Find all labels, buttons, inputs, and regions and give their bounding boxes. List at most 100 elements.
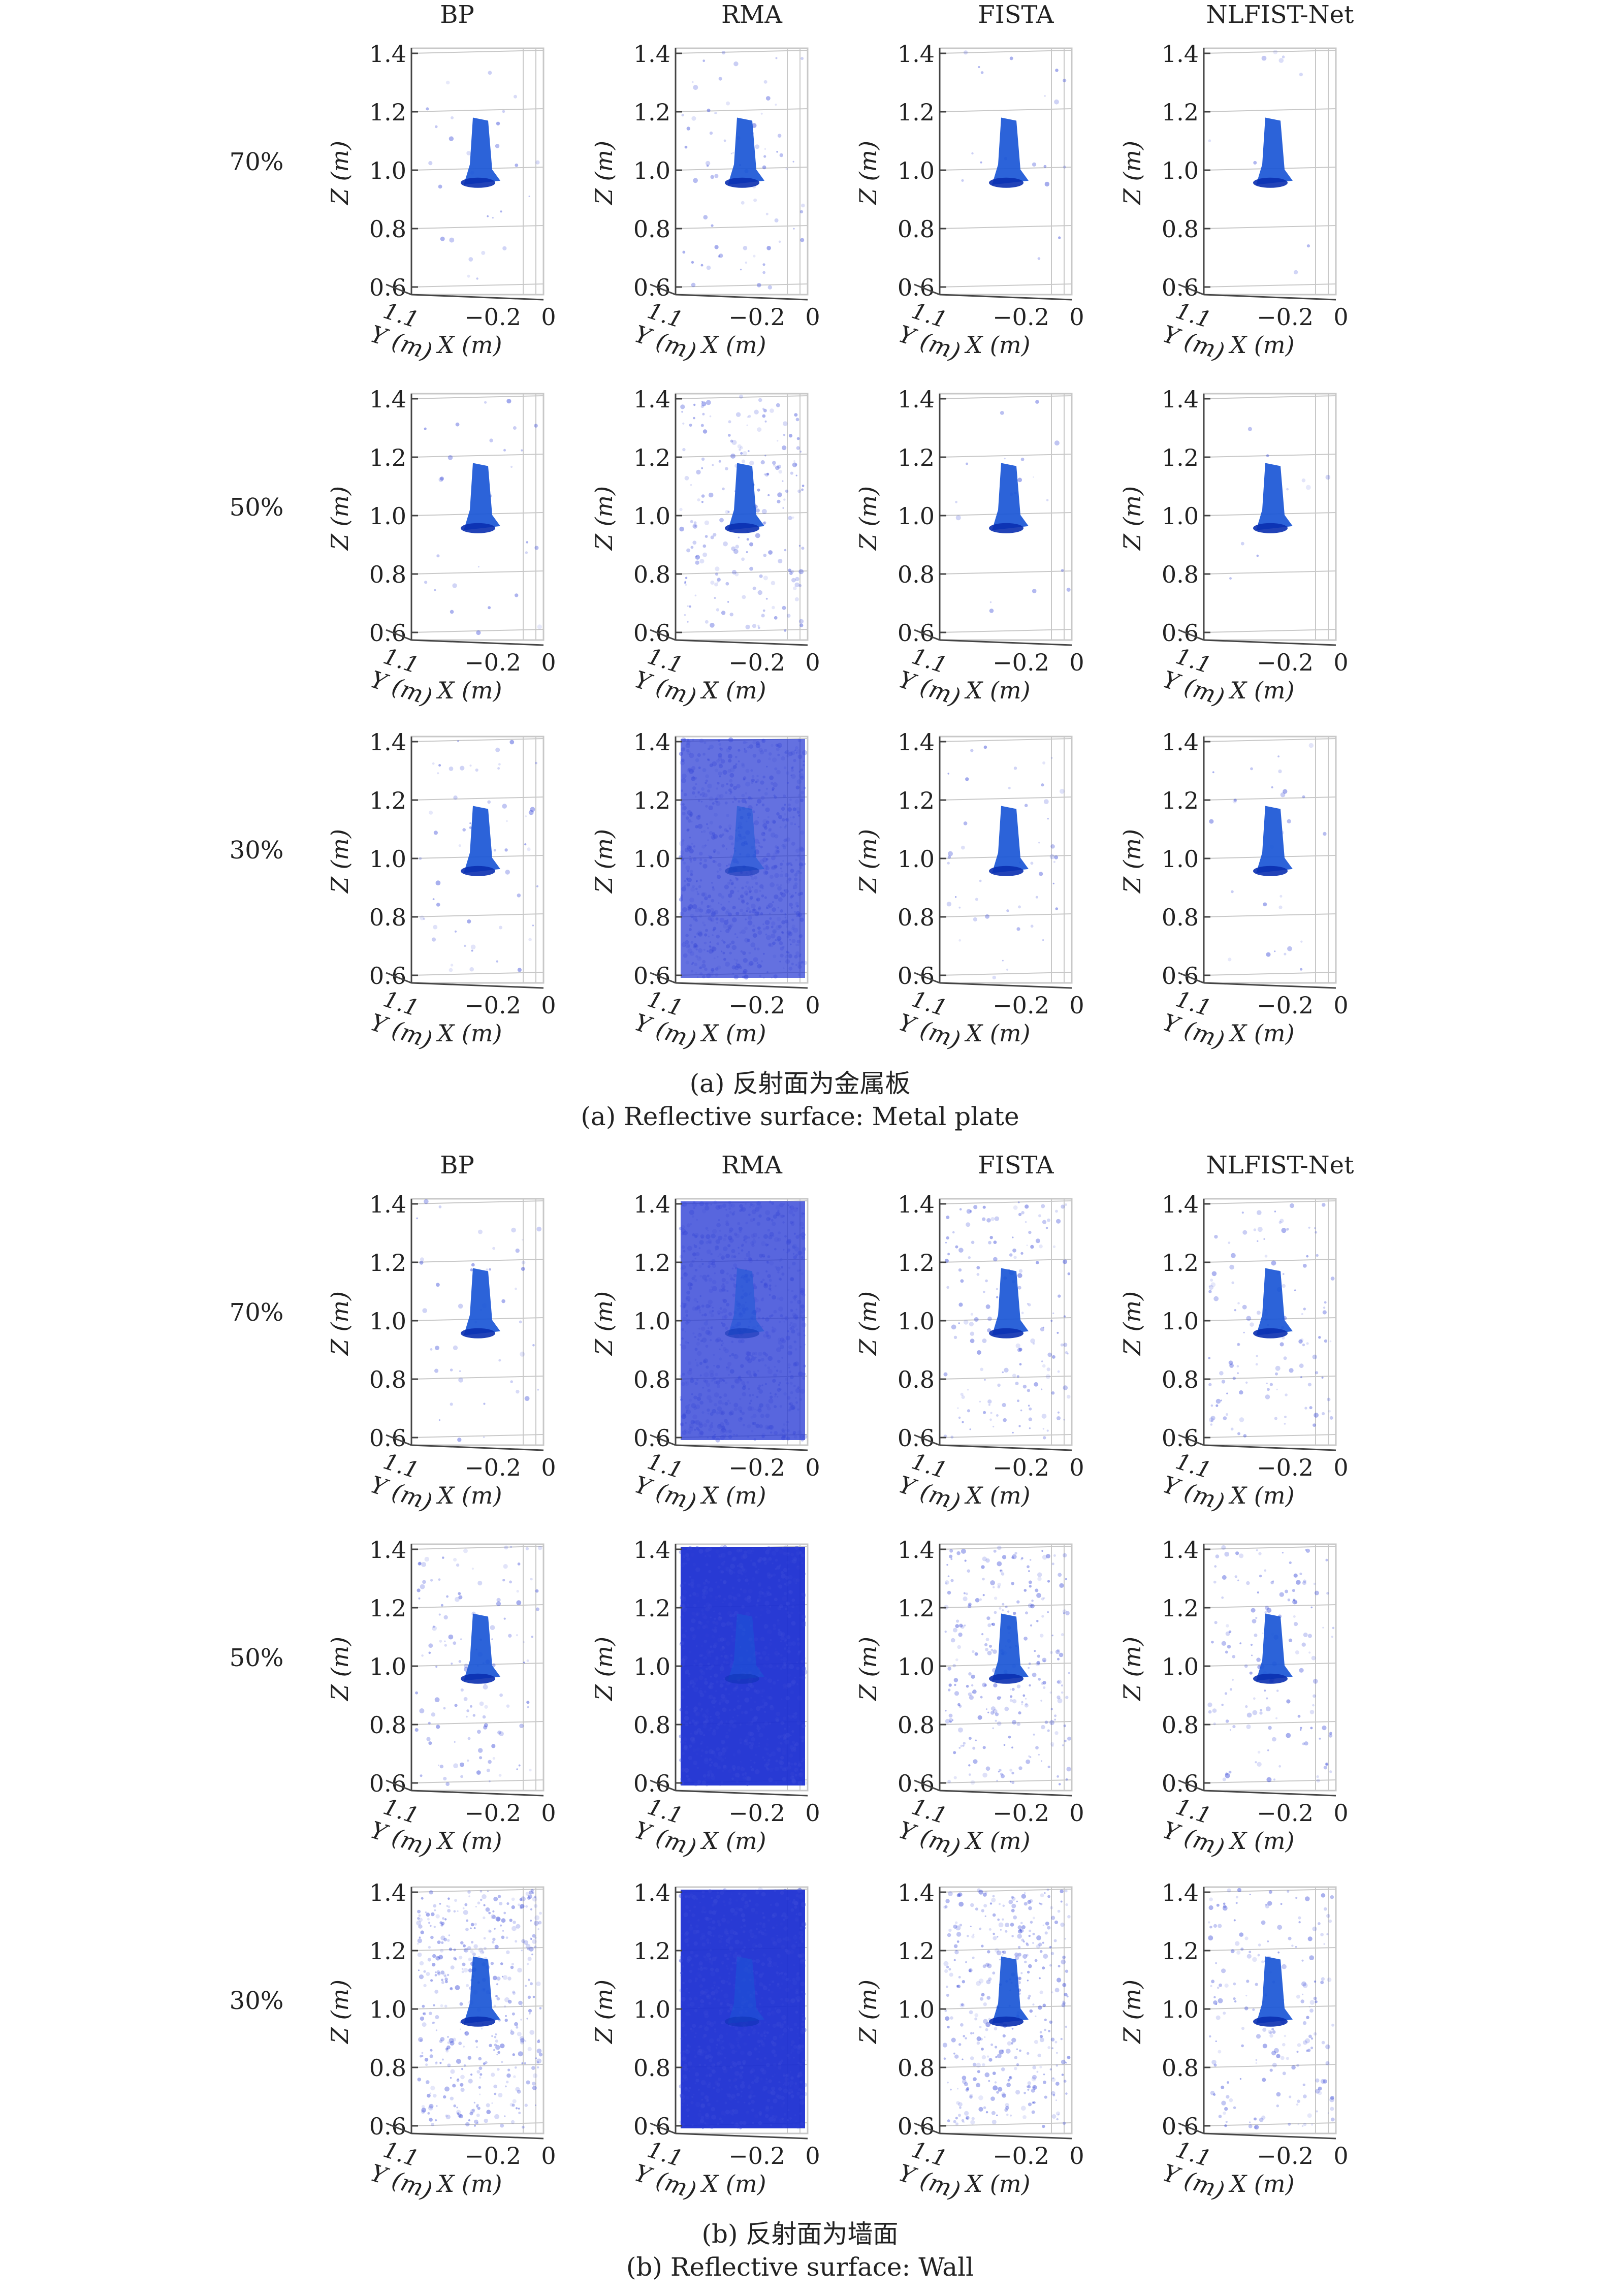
noise-speckle [949,1720,952,1723]
noise-speckle [755,1616,758,1619]
noise-speckle [523,1662,525,1664]
noise-speckle [686,740,691,744]
noise-speckle [681,1245,685,1249]
z-axis-label: Z (m) [590,1291,618,1356]
noise-speckle [1013,1611,1016,1615]
grid-line [939,225,1072,229]
noise-speckle [760,912,763,915]
noise-speckle [764,1353,769,1357]
noise-speckle [787,1396,791,1400]
noise-speckle [470,944,476,950]
noise-speckle [524,2103,528,2107]
noise-speckle [958,1302,963,1307]
noise-speckle [427,1958,431,1962]
noise-speckle [703,1757,709,1762]
grid-line [411,50,544,54]
noise-speckle [709,1764,712,1767]
noise-speckle [730,791,732,793]
noise-speckle [718,762,722,767]
noise-speckle [719,794,724,799]
noise-speckle [788,516,792,520]
noise-speckle [1014,1552,1017,1555]
noise-speckle [493,1897,498,1901]
noise-speckle [771,1202,774,1205]
noise-speckle [955,515,961,521]
noise-speckle [795,1578,800,1582]
z-tick-label: 1.4 [633,386,670,413]
noise-speckle [464,1948,469,1953]
noise-speckle [729,1274,732,1278]
noise-speckle [434,1368,439,1373]
noise-speckle [758,1204,762,1209]
noise-speckle [788,1707,790,1709]
noise-speckle [733,1273,737,1278]
noise-speckle [530,1578,533,1581]
noise-speckle [686,883,690,887]
y-axis-line [386,283,412,296]
noise-speckle [1018,1425,1021,1427]
noise-speckle [1063,1724,1067,1728]
noise-speckle [970,1338,975,1344]
noise-speckle [446,2045,451,2050]
noise-speckle [1314,1227,1316,1229]
noise-speckle [530,1938,532,1940]
noise-speckle [799,891,804,896]
noise-speckle [990,1706,996,1711]
noise-speckle [701,1337,707,1343]
noise-speckle [798,954,802,958]
noise-speckle [774,767,778,771]
noise-speckle [1055,907,1059,910]
noise-speckle [528,196,530,197]
noise-speckle [776,916,781,921]
noise-speckle [725,1222,729,1226]
noise-speckle [738,1594,741,1597]
noise-speckle [722,1707,724,1710]
noise-speckle [491,2035,493,2037]
noise-speckle [779,873,783,877]
noise-speckle [689,1594,692,1597]
noise-speckle [1268,1726,1272,1730]
noise-speckle [728,1412,733,1416]
noise-speckle [1011,1687,1015,1691]
x-tick-label: −0.2 [993,1454,1049,1481]
noise-speckle [476,2105,478,2108]
noise-speckle [767,1356,773,1361]
noise-speckle [785,1733,790,1738]
noise-speckle [698,814,701,818]
noise-speckle [692,1592,696,1596]
noise-speckle [744,975,749,980]
noise-speckle [684,1303,688,1307]
noise-speckle [521,2005,523,2007]
noise-speckle [711,1750,715,1755]
noise-speckle [1040,1327,1044,1332]
noise-speckle [780,1337,785,1342]
noise-speckle [771,744,774,747]
noise-speckle [696,1645,698,1647]
noise-speckle [701,801,703,803]
noise-speckle [751,778,755,782]
noise-speckle [765,1243,769,1247]
noise-speckle [718,1751,723,1757]
noise-speckle [686,749,690,752]
noise-speckle [797,914,801,917]
noise-speckle [719,1396,722,1399]
noise-speckle [682,803,685,806]
noise-speckle [460,1688,464,1692]
z-tick-label: 1.2 [369,99,406,126]
noise-speckle [474,1923,477,1926]
noise-speckle [705,1330,711,1335]
noise-speckle [1018,1269,1023,1273]
noise-speckle [701,1609,704,1612]
subplot-bp-30pct: 1.41.21.00.80.6Z (m)1.1Y (m)−0.2 0X (m) [326,1879,556,2205]
noise-speckle [1041,1597,1044,1601]
noise-speckle [723,1765,728,1770]
x-tick-label: 0 [1069,1454,1084,1481]
noise-speckle [781,1266,783,1269]
noise-speckle [691,1277,695,1281]
noise-speckle [689,1583,692,1586]
noise-speckle [715,112,718,114]
noise-speckle [697,892,699,896]
noise-speckle [974,1317,979,1322]
noise-speckle [757,624,760,627]
noise-speckle [684,1742,687,1744]
